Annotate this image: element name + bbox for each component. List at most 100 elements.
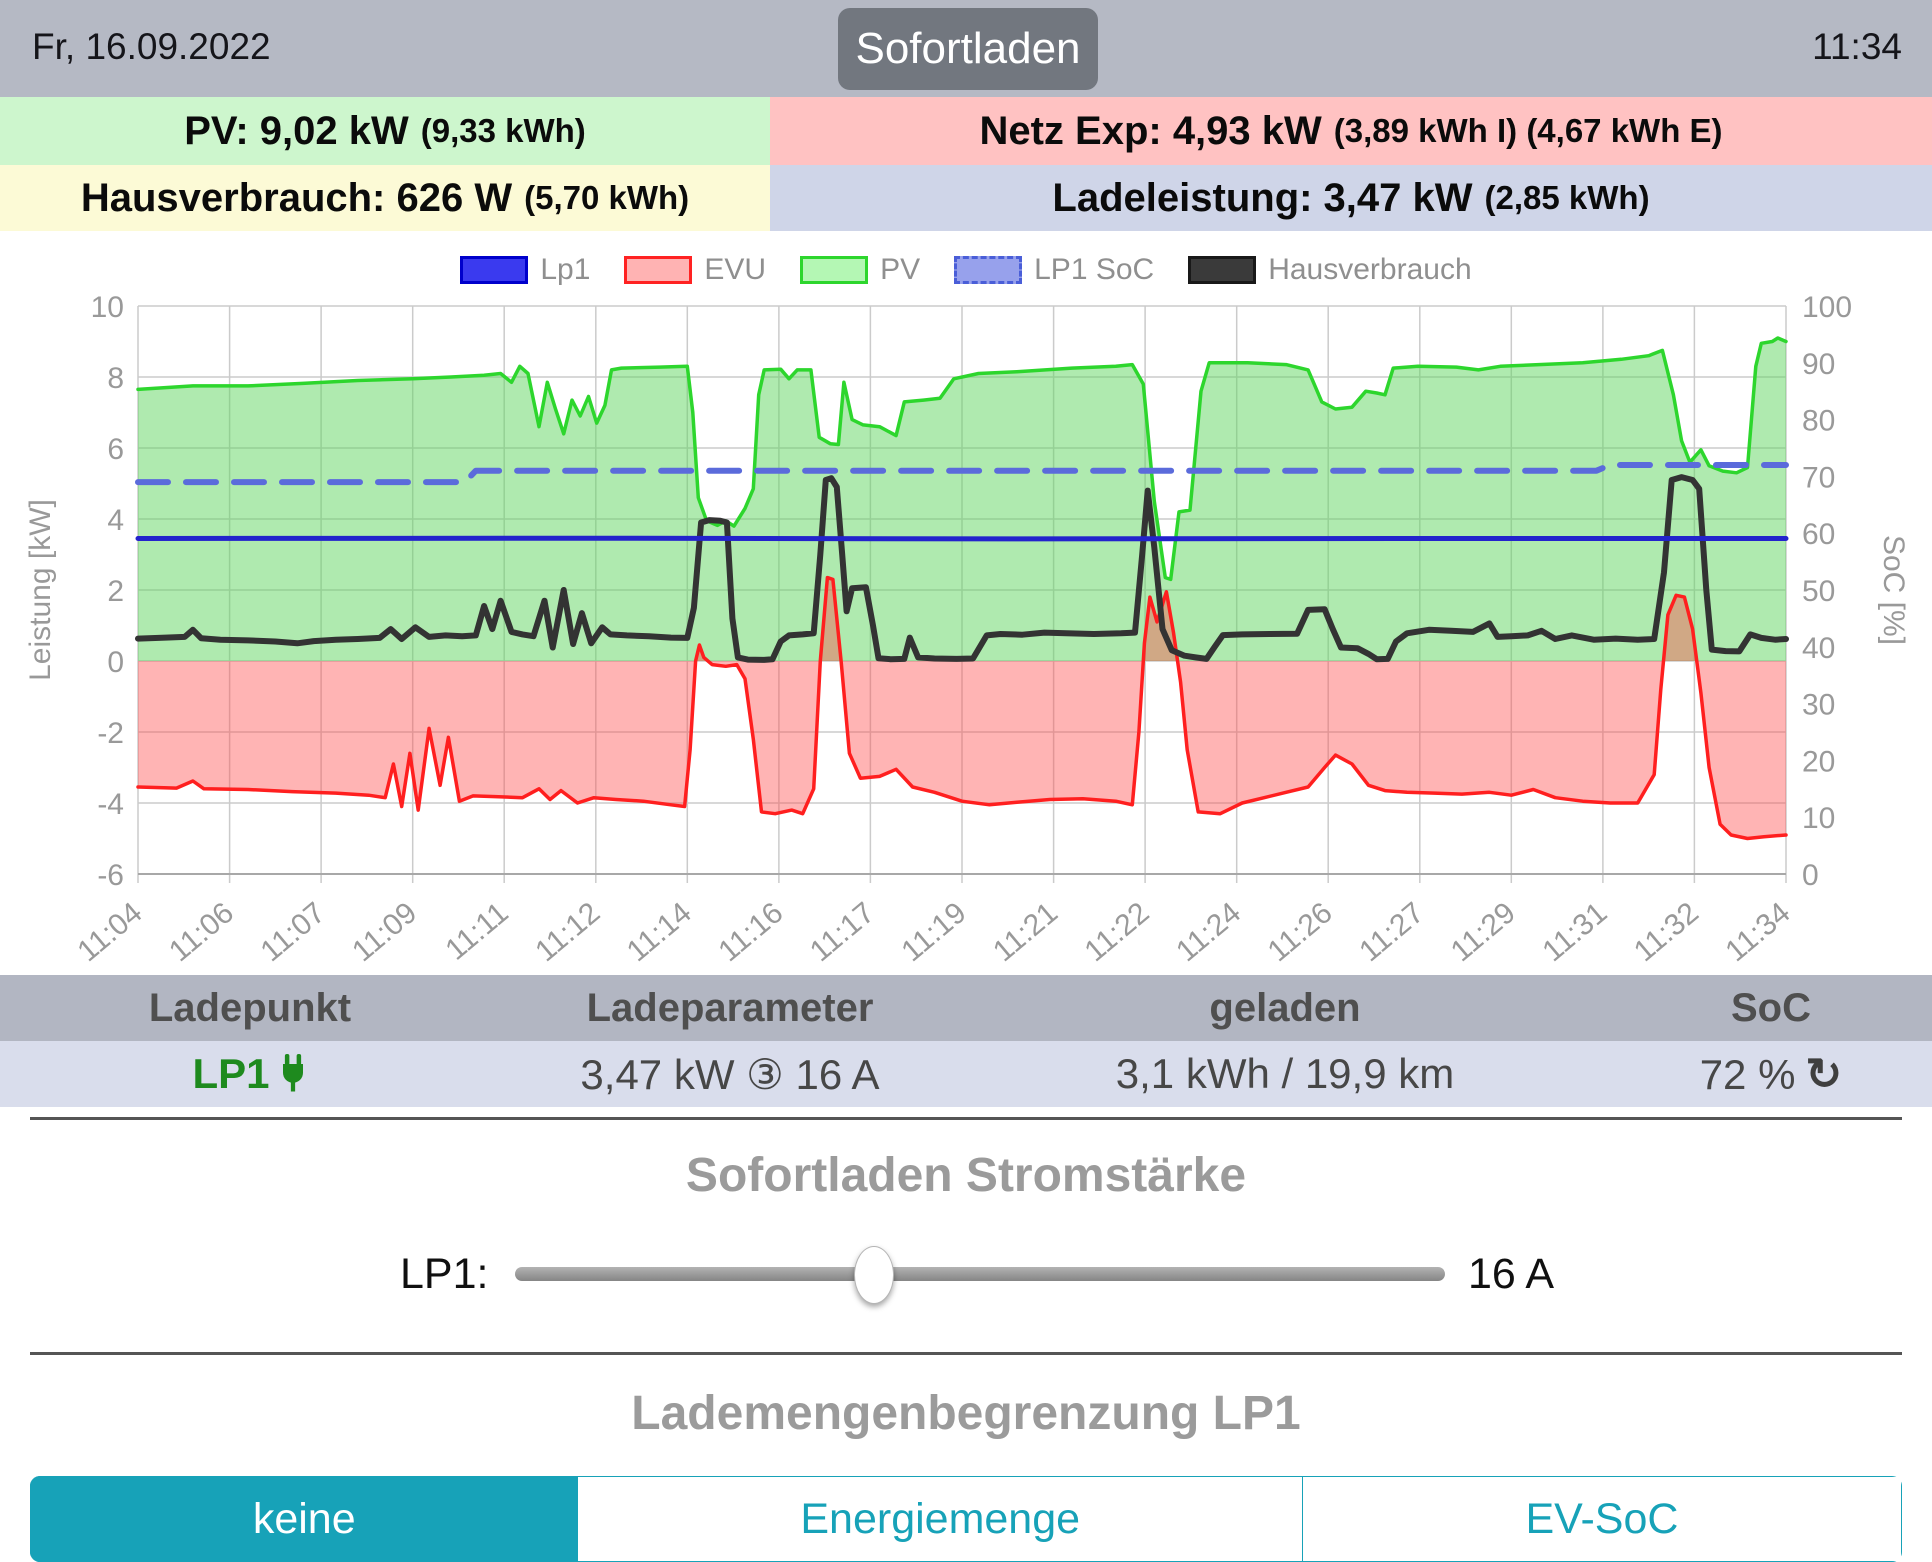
charge-power: Ladeleistung: 3,47 kW [1052, 175, 1473, 220]
legend-item-hausverbrauch: Hausverbrauch [1188, 253, 1472, 287]
svg-text:-2: -2 [97, 717, 124, 750]
svg-text:11:31: 11:31 [1536, 896, 1613, 968]
svg-text:11:16: 11:16 [712, 896, 789, 968]
charge-energy: (2,85 kWh) [1484, 179, 1650, 216]
svg-text:11:17: 11:17 [804, 896, 881, 968]
pv-energy: (9,33 kWh) [420, 112, 586, 149]
col-header-ladeparameter: Ladeparameter [586, 985, 874, 1030]
col-header-soc: SoC [1731, 985, 1811, 1030]
grid-energy: (3,89 kWh I) (4,67 kWh E) [1333, 112, 1723, 149]
section-divider [30, 1352, 1902, 1355]
limit-option-keine[interactable]: keine [30, 1476, 579, 1562]
soc-value: 72 % [1699, 1050, 1796, 1098]
svg-text:11:04: 11:04 [71, 896, 148, 968]
table-row: LP1 3,47 kW ③ 16 A 3,1 kWh / 19,9 km 72 … [0, 1041, 1932, 1107]
legend-label: PV [880, 253, 921, 286]
svg-text:20: 20 [1802, 745, 1835, 778]
chargepoint-label: LP1 [192, 1050, 270, 1097]
legend-label: LP1 SoC [1034, 253, 1155, 286]
svg-text:SoC [%]: SoC [%] [1877, 535, 1910, 645]
current-slider-thumb[interactable] [853, 1246, 894, 1304]
svg-text:50: 50 [1802, 575, 1835, 608]
table-header-row: Ladepunkt Ladeparameter geladen SoC [0, 975, 1932, 1041]
svg-text:90: 90 [1802, 348, 1835, 381]
legend-item-evu: EVU [624, 253, 766, 287]
svg-text:10: 10 [91, 291, 124, 324]
svg-text:11:24: 11:24 [1170, 896, 1247, 968]
svg-text:8: 8 [107, 362, 124, 395]
legend-swatch [460, 256, 529, 284]
legend-swatch [800, 256, 869, 284]
svg-text:11:12: 11:12 [529, 896, 606, 968]
svg-text:-4: -4 [97, 788, 124, 821]
current-time: 11:34 [1812, 26, 1902, 67]
col-header-geladen: geladen [1209, 985, 1361, 1030]
svg-text:11:26: 11:26 [1262, 896, 1339, 968]
current-date: Fr, 16.09.2022 [32, 26, 271, 67]
svg-text:11:29: 11:29 [1445, 896, 1522, 968]
limit-option-energiemenge[interactable]: Energiemenge [578, 1476, 1303, 1562]
svg-text:11:07: 11:07 [255, 896, 332, 968]
svg-text:11:34: 11:34 [1719, 896, 1796, 968]
legend-swatch [954, 256, 1023, 284]
svg-text:30: 30 [1802, 689, 1835, 722]
svg-text:6: 6 [107, 433, 124, 466]
status-cell-charge: Ladeleistung: 3,47 kW (2,85 kWh) [770, 165, 1932, 231]
status-cell-pv: PV: 9,02 kW (9,33 kWh) [0, 97, 770, 165]
legend-label: Lp1 [540, 253, 591, 286]
svg-text:40: 40 [1802, 632, 1835, 665]
chargepoint-table: Ladepunkt Ladeparameter geladen SoC LP1 … [0, 975, 1932, 1107]
house-energy: (5,70 kWh) [524, 179, 690, 216]
svg-text:11:09: 11:09 [346, 896, 423, 968]
limit-button-group: keine Energiemenge EV-SoC [30, 1476, 1902, 1562]
svg-text:11:27: 11:27 [1353, 896, 1430, 968]
svg-text:11:14: 11:14 [621, 896, 698, 968]
charged-amount: 3,1 kWh / 19,9 km [1115, 1050, 1455, 1097]
current-slider-row: LP1: 16 A [0, 1242, 1932, 1306]
col-header-ladepunkt: Ladepunkt [148, 985, 352, 1030]
svg-text:4: 4 [107, 504, 124, 537]
legend-item-lp1-soc: LP1 SoC [954, 253, 1154, 287]
legend-item-pv: PV [800, 253, 920, 287]
status-summary: PV: 9,02 kW (9,33 kWh) Netz Exp: 4,93 kW… [0, 97, 1932, 231]
status-cell-house: Hausverbrauch: 626 W (5,70 kWh) [0, 165, 770, 231]
legend-swatch [1188, 256, 1257, 284]
svg-text:11:19: 11:19 [895, 896, 972, 968]
svg-text:2: 2 [107, 575, 124, 608]
top-bar: Fr, 16.09.2022 Sofortladen 11:34 [0, 0, 1932, 97]
slider-chargepoint-label: LP1: [400, 1250, 489, 1298]
slider-section-title: Sofortladen Stromstärke [685, 1149, 1247, 1202]
legend-swatch [624, 256, 693, 284]
svg-text:0: 0 [107, 646, 124, 679]
svg-text:0: 0 [1802, 859, 1819, 892]
chart-legend: Lp1 EVU PV LP1 SoC Hausverbrauch [0, 253, 1932, 287]
limit-option-ev-soc[interactable]: EV-SoC [1302, 1476, 1902, 1562]
charge-parameters: 3,47 kW ③ 16 A [580, 1050, 880, 1098]
chargepoint-name: LP1 [192, 1050, 307, 1098]
svg-text:80: 80 [1802, 405, 1835, 438]
svg-text:11:06: 11:06 [163, 896, 240, 968]
legend-label: Hausverbrauch [1268, 253, 1472, 286]
status-cell-grid: Netz Exp: 4,93 kW (3,89 kWh I) (4,67 kWh… [770, 97, 1932, 165]
house-power: Hausverbrauch: 626 W [80, 175, 513, 220]
grid-power: Netz Exp: 4,93 kW [979, 108, 1322, 153]
current-slider-track[interactable] [515, 1246, 1445, 1304]
current-slider-value: 16 A [1468, 1250, 1555, 1298]
svg-text:70: 70 [1802, 461, 1835, 494]
svg-text:Leistung [kW]: Leistung [kW] [24, 499, 57, 681]
plug-icon [282, 1054, 303, 1092]
legend-label: EVU [704, 253, 767, 286]
svg-text:11:32: 11:32 [1628, 896, 1705, 968]
svg-text:10: 10 [1802, 802, 1835, 835]
svg-text:11:22: 11:22 [1079, 896, 1156, 968]
soc-cell: 72 % ↻ [1610, 1049, 1932, 1100]
chart-canvas: 1086420-2-4-6100908070605040302010011:04… [24, 291, 1910, 968]
soc-refresh-icon[interactable]: ↻ [1805, 1049, 1843, 1099]
charge-mode-button[interactable]: Sofortladen [838, 8, 1098, 90]
svg-text:11:11: 11:11 [439, 896, 514, 967]
section-divider [30, 1117, 1902, 1120]
svg-text:-6: -6 [97, 859, 124, 892]
svg-text:100: 100 [1802, 291, 1852, 324]
limit-section-title: Lademengenbegrenzung LP1 [631, 1387, 1301, 1440]
